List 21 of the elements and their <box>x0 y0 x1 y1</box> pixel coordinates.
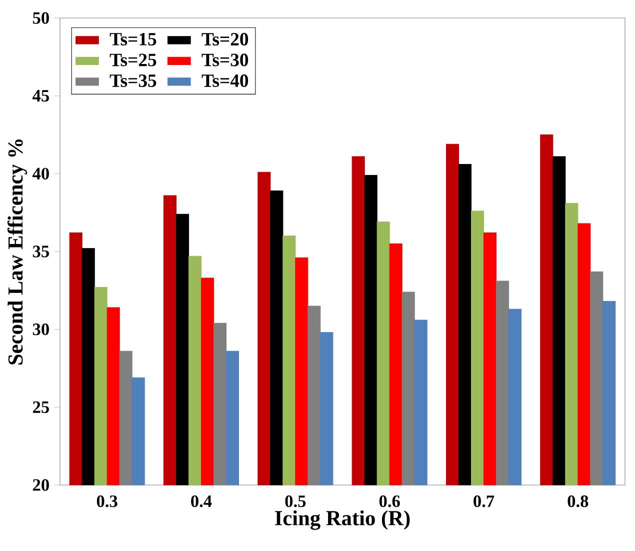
legend-label: Ts=25 <box>110 54 156 66</box>
legend-label: Ts=35 <box>110 74 156 88</box>
x-tick-label: 0.8 <box>568 495 588 508</box>
y-tick-label: 35 <box>32 246 49 258</box>
x-tick-label: 0.3 <box>96 495 118 508</box>
legend-label: Ts=15 <box>110 32 156 46</box>
y-tick-label: 40 <box>32 168 49 180</box>
x-tick-label: 0.5 <box>285 495 306 508</box>
x-tick-label: 0.6 <box>379 495 400 508</box>
legend-label: Ts=20 <box>202 32 248 46</box>
x-axis-title: Icing Ratio (R) <box>275 510 410 530</box>
legend-label: Ts=40 <box>202 74 248 88</box>
x-tick-label: 0.7 <box>474 495 494 508</box>
y-axis-title: Second Law Efficency % <box>7 139 28 364</box>
y-tick-label: 25 <box>33 401 49 413</box>
y-tick-label: 30 <box>32 323 49 336</box>
y-tick-label: 20 <box>33 479 49 491</box>
y-tick-label: 45 <box>32 90 49 102</box>
legend-label: Ts=30 <box>202 54 248 66</box>
x-tick-label: 0.4 <box>191 495 212 508</box>
y-tick-label: 50 <box>32 12 49 24</box>
